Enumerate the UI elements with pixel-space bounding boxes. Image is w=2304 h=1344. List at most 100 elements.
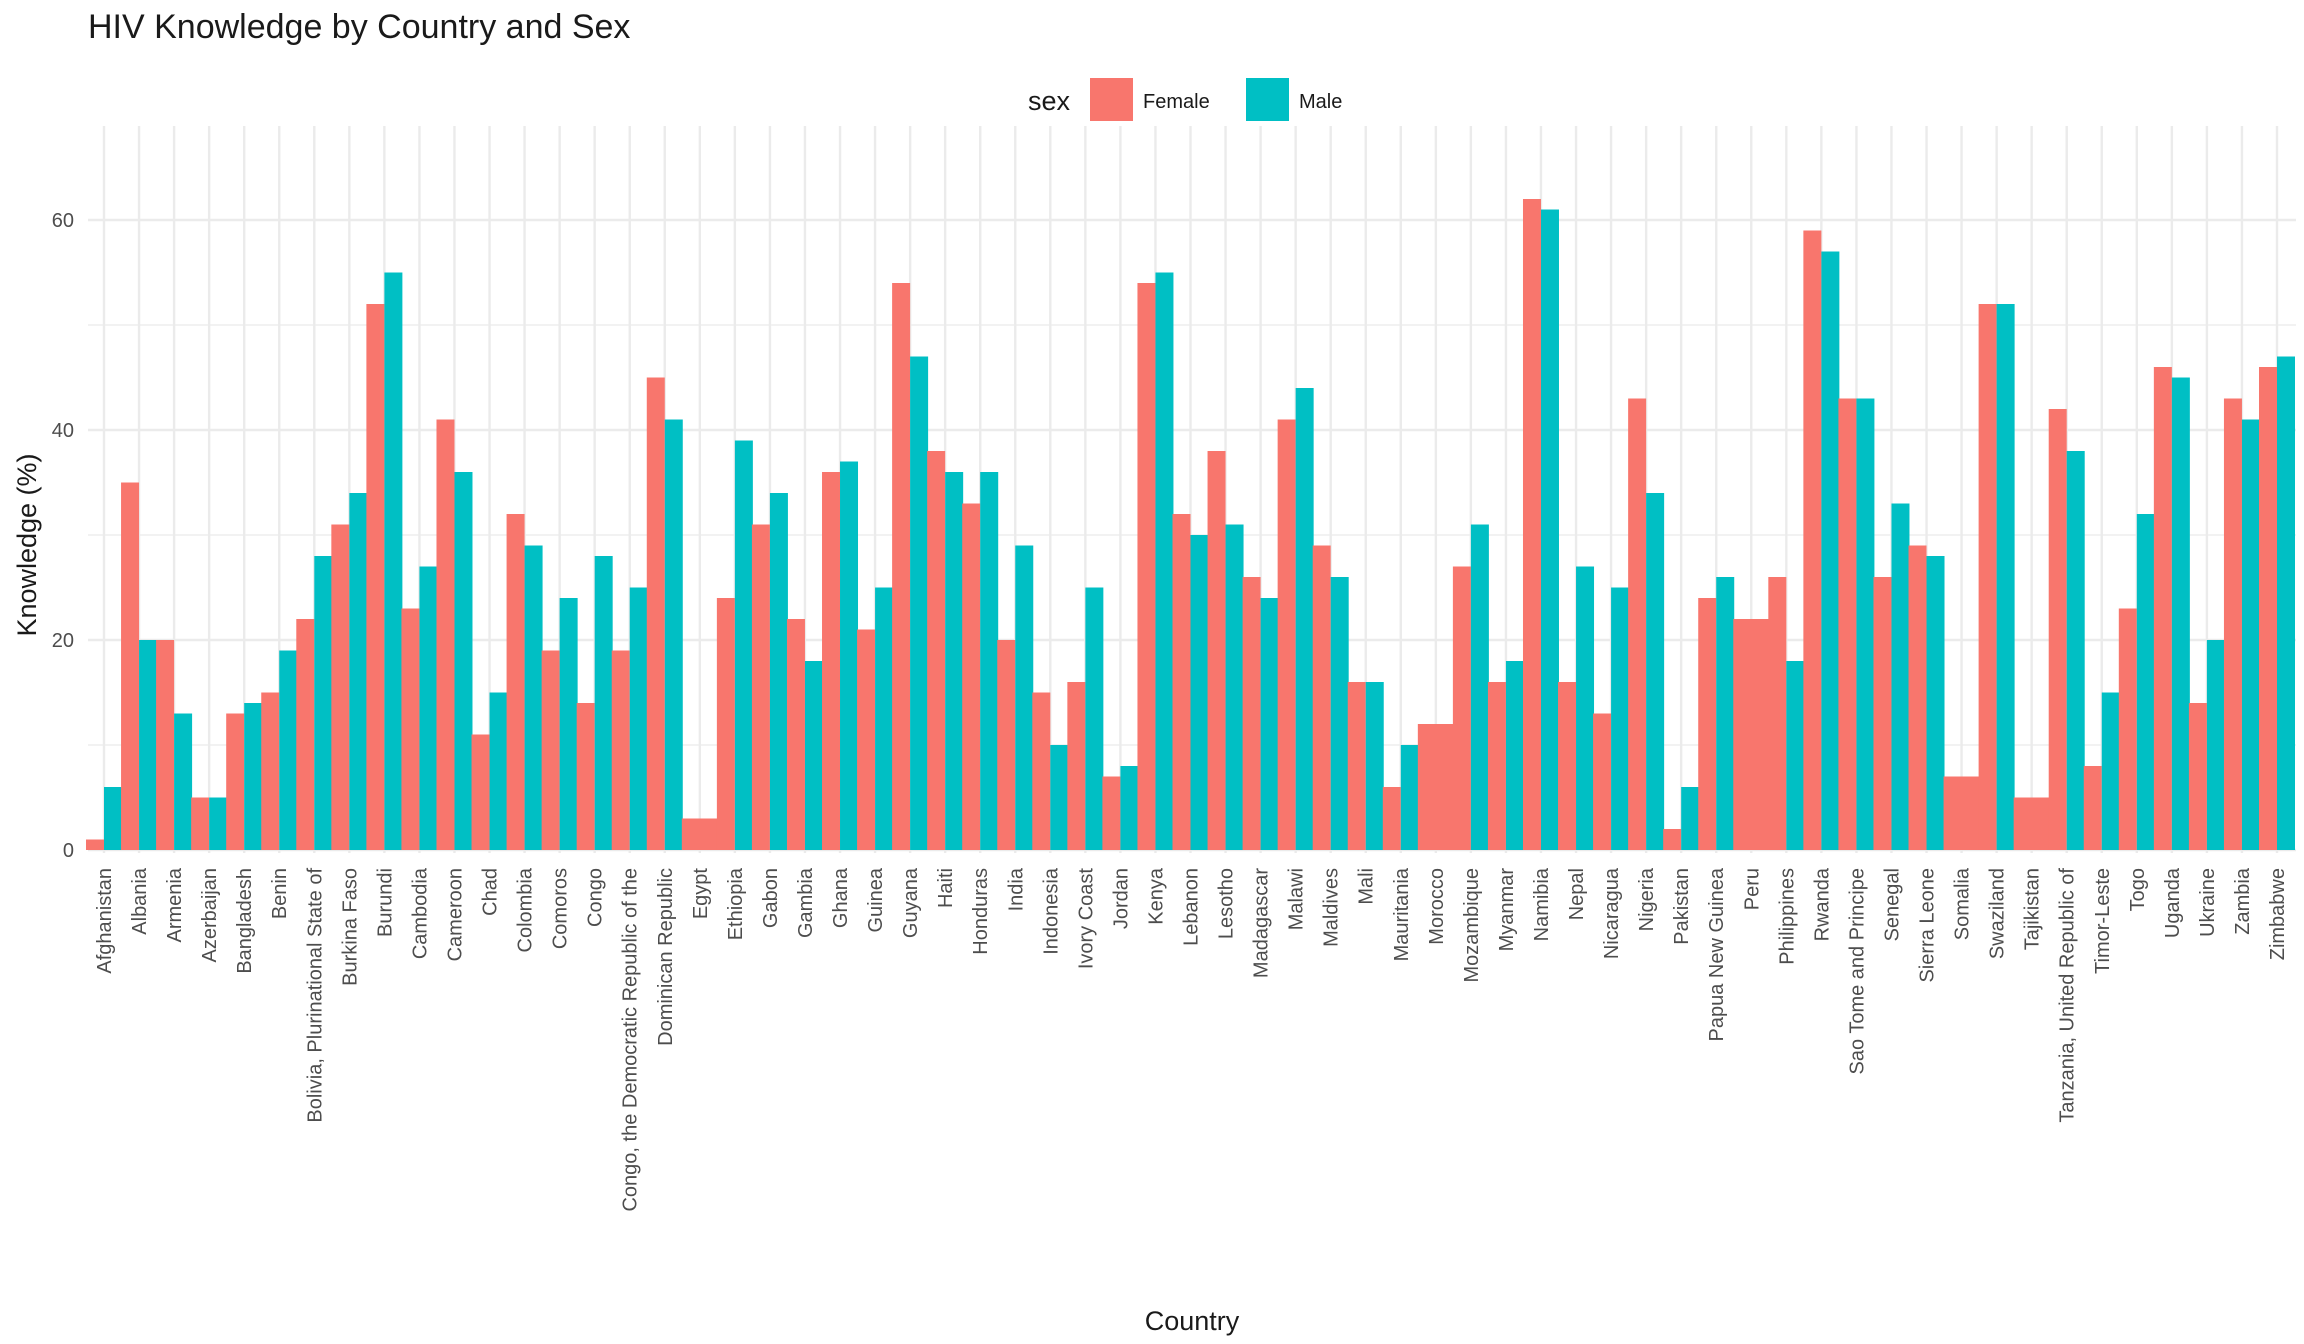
bar-male	[980, 472, 999, 850]
chart-title: HIV Knowledge by Country and Sex	[88, 8, 631, 46]
bar-female	[1452, 566, 1471, 850]
x-tick-label: Bangladesh	[234, 868, 256, 974]
x-tick-label: Chad	[480, 868, 502, 916]
x-tick-label: Azerbaijan	[199, 868, 221, 963]
bar-male	[1716, 577, 1735, 850]
bar-female	[716, 598, 735, 850]
bar-female	[1768, 577, 1787, 850]
bar-male	[2101, 692, 2120, 850]
bar-female	[1137, 283, 1156, 850]
x-tick-label: Morocco	[1426, 868, 1448, 945]
bar-male	[945, 472, 964, 850]
bar-male	[840, 461, 859, 850]
bar-male	[349, 493, 368, 850]
x-tick-label: Philippines	[1776, 868, 1798, 965]
bar-male	[1120, 766, 1139, 850]
x-tick-label: Gambia	[795, 867, 817, 938]
x-tick-label: Togo	[2127, 868, 2149, 911]
x-tick-label: Colombia	[515, 867, 537, 952]
bar-female	[226, 713, 245, 850]
x-tick-label: Sierra Leone	[1917, 868, 1939, 983]
bar-female	[1698, 598, 1717, 850]
bar-female	[1558, 682, 1577, 850]
bar-female	[86, 839, 104, 850]
bar-male	[2136, 514, 2155, 850]
bar-male	[454, 472, 473, 850]
bar-male	[524, 545, 543, 850]
bar-male	[1365, 682, 1384, 850]
x-tick-label: Peru	[1741, 868, 1763, 910]
bar-male	[244, 703, 263, 850]
bar-female	[1978, 304, 1997, 850]
x-tick-label: Congo, the Democratic Republic of the	[620, 868, 642, 1212]
x-tick-label: Namibia	[1531, 867, 1553, 941]
x-tick-label: Bolivia, Plurinational State of	[304, 868, 326, 1123]
x-tick-label: Maldives	[1321, 868, 1343, 947]
bar-male	[875, 587, 894, 850]
x-axis-title: Country	[1145, 1306, 1240, 1336]
x-tick-label: Afghanistan	[94, 868, 116, 974]
x-tick-label: Kenya	[1145, 867, 1167, 925]
bar-male	[1015, 545, 1034, 850]
bar-male	[1050, 745, 1069, 850]
bar-male	[1190, 535, 1209, 850]
legend-label-female: Female	[1143, 91, 1210, 113]
bar-male	[2206, 640, 2225, 850]
bar-female	[1663, 829, 1682, 850]
bar-female	[1733, 619, 1770, 850]
x-tick-label: Jordan	[1110, 868, 1132, 929]
x-tick-label: Haiti	[935, 868, 957, 908]
x-tick-label: Mozambique	[1461, 868, 1483, 983]
bar-male	[1225, 524, 1244, 850]
bar-male	[1821, 251, 1840, 850]
x-tick-label: Gabon	[760, 868, 782, 928]
bar-female	[331, 524, 350, 850]
bar-male	[1400, 745, 1419, 850]
x-tick-label: Uganda	[2162, 867, 2184, 938]
bar-male	[1470, 524, 1489, 850]
bar-female	[296, 619, 315, 850]
x-tick-label: Papua New Guinea	[1706, 867, 1728, 1041]
x-tick-label: Guinea	[865, 867, 887, 932]
bar-female	[1347, 682, 1366, 850]
bar-female	[1312, 545, 1331, 850]
x-ticks: Afghanistan Albania Armenia Azerbaijan Bangl…	[94, 867, 2289, 1211]
bar-male	[1260, 598, 1279, 850]
bar-female	[1382, 787, 1401, 850]
bar-female	[1522, 199, 1541, 850]
legend-title: sex	[1028, 86, 1071, 116]
bar-female	[1172, 514, 1191, 850]
bar-male	[1155, 272, 1174, 850]
bar-female	[261, 692, 280, 850]
bar-female	[156, 640, 175, 850]
legend: sex Female Male	[1028, 78, 1342, 121]
x-tick-label: Mauritania	[1391, 867, 1413, 961]
bar-male	[2241, 419, 2260, 850]
bar-female	[191, 797, 210, 850]
bar-male	[734, 440, 753, 850]
x-tick-label: Benin	[269, 868, 291, 919]
bar-male	[1611, 587, 1630, 850]
bar-female	[997, 640, 1016, 850]
bar-female	[1067, 682, 1086, 850]
bar-male	[489, 692, 508, 850]
x-tick-label: Armenia	[164, 867, 186, 942]
y-tick-label: 20	[52, 630, 74, 652]
bar-male	[804, 661, 823, 850]
bar-male	[384, 272, 403, 850]
x-tick-label: Comoros	[550, 868, 572, 949]
x-tick-label: Guyana	[900, 867, 922, 938]
x-tick-label: Ivory Coast	[1075, 868, 1097, 970]
bar-female	[471, 734, 490, 850]
bar-female	[401, 608, 420, 850]
legend-label-male: Male	[1299, 91, 1342, 113]
bar-female	[786, 619, 805, 850]
bar-male	[559, 598, 578, 850]
y-tick-label: 0	[63, 840, 74, 862]
bar-male	[594, 556, 613, 850]
bar-female	[1032, 692, 1051, 850]
bar-female	[1593, 713, 1612, 850]
bar-female	[681, 818, 718, 850]
bar-male	[1786, 661, 1805, 850]
bar-male	[2171, 377, 2190, 850]
